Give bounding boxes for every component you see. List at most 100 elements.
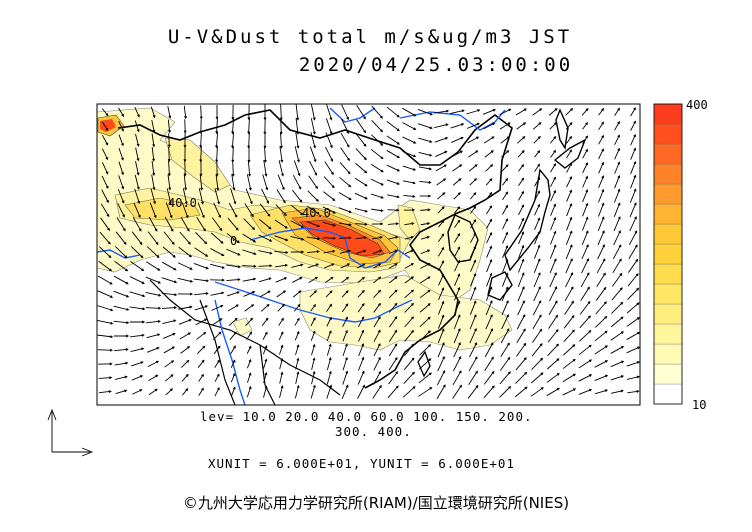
wind-arrow: [324, 263, 335, 269]
wind-arrow: [386, 106, 400, 118]
wind-arrow: [325, 290, 333, 298]
wind-arrow: [549, 244, 557, 259]
wind-arrow: [295, 132, 300, 149]
wind-arrow: [306, 221, 321, 228]
wind-arrow: [258, 264, 273, 268]
wind-arrow: [278, 331, 284, 341]
wind-arrow: [355, 222, 368, 226]
wind-arrow: [596, 272, 606, 288]
wind-arrow: [630, 174, 637, 189]
wind-arrow: [98, 246, 112, 259]
wind-arrow: [468, 356, 478, 372]
wind-arrow: [417, 108, 433, 116]
wind-arrow: [244, 304, 255, 312]
wind-arrow: [307, 250, 320, 254]
wind-arrow: [97, 305, 114, 312]
colorbar-segment: [653, 343, 683, 365]
wind-arrow: [598, 108, 604, 116]
wind-arrow: [626, 302, 640, 314]
sakhalin: [555, 108, 569, 150]
wind-arrow: [454, 300, 461, 315]
wind-arrow: [146, 319, 161, 324]
wind-arrow: [228, 317, 238, 326]
wind-arrow: [342, 343, 348, 356]
wind-arrow: [322, 236, 336, 240]
wind-arrow: [486, 259, 493, 273]
wind-arrow: [229, 331, 237, 341]
colorbar-segment: [653, 283, 683, 305]
wind-arrow: [485, 178, 493, 186]
wind-arrow: [485, 314, 493, 330]
wind-arrow: [388, 276, 398, 284]
wind-arrow: [357, 316, 365, 328]
wind-arrow: [133, 202, 141, 218]
colorbar-segment: [653, 143, 683, 165]
wind-arrow: [166, 188, 172, 205]
wind-arrow: [246, 331, 253, 341]
wind-arrow: [341, 384, 349, 399]
wind-arrow: [115, 375, 128, 380]
wind-arrow: [161, 277, 178, 284]
wind-arrow: [626, 317, 640, 327]
wind-arrow: [340, 263, 351, 269]
wind-arrow: [167, 174, 172, 191]
wind-arrow: [371, 120, 384, 133]
wind-arrow: [326, 316, 332, 327]
wind-arrow: [148, 216, 158, 232]
wind-arrow: [97, 348, 114, 352]
wind-arrow: [598, 148, 604, 160]
wind-arrow: [483, 122, 496, 130]
wind-arrow: [310, 317, 316, 327]
wind-arrow: [389, 329, 398, 342]
wind-arrow: [437, 328, 445, 344]
wind-arrow: [263, 385, 268, 398]
wind-arrow: [309, 160, 318, 176]
wind-arrow: [243, 218, 256, 231]
wind-arrow: [549, 121, 557, 130]
wind-arrow: [339, 176, 352, 188]
copyright-credit: ©九州大学応用力学研究所(RIAM)/国立環境研究所(NIES): [182, 494, 570, 512]
wind-arrow: [466, 122, 480, 129]
wind-arrow: [342, 370, 349, 385]
wind-arrow: [165, 388, 173, 396]
wind-arrow: [454, 259, 461, 272]
wind-arrow: [467, 384, 479, 399]
wind-arrow: [116, 217, 126, 232]
wind-arrow: [164, 360, 175, 368]
dust-area-40-west: [124, 197, 201, 221]
wind-arrow: [226, 278, 241, 282]
wind-arrow: [325, 146, 334, 162]
wind-arrow: [356, 263, 366, 269]
wind-arrow: [322, 221, 337, 227]
colorbar-segment: [653, 383, 683, 405]
wind-arrow: [338, 222, 352, 227]
wind-arrow: [151, 160, 156, 177]
wind-arrow: [197, 202, 205, 219]
wind-arrow: [419, 180, 432, 184]
wind-arrow: [195, 232, 208, 245]
wind-arrow: [532, 314, 542, 330]
colorbar-segment: [653, 263, 683, 285]
wind-arrow: [291, 204, 304, 216]
wind-arrow: [501, 164, 509, 172]
wind-arrow: [322, 206, 336, 214]
wind-arrow: [518, 244, 525, 259]
wind-arrow: [454, 232, 461, 243]
wind-arrow: [295, 344, 300, 356]
wind-arrow: [279, 132, 283, 149]
wind-arrow: [114, 260, 129, 272]
wind-arrow: [354, 177, 368, 187]
wind-arrow: [326, 104, 333, 121]
wind-arrow: [373, 316, 381, 328]
wind-arrow: [581, 230, 589, 246]
colorbar-segment: [653, 203, 683, 225]
wind-arrow: [118, 175, 125, 190]
wind-arrow: [114, 246, 128, 259]
wind-arrow: [161, 306, 177, 310]
wind-arrow: [388, 357, 398, 371]
amur-river: [399, 109, 506, 131]
wind-arrow: [419, 289, 431, 299]
wind-arrow: [420, 263, 431, 269]
wind-arrow: [148, 374, 159, 382]
wind-arrow: [114, 348, 129, 352]
